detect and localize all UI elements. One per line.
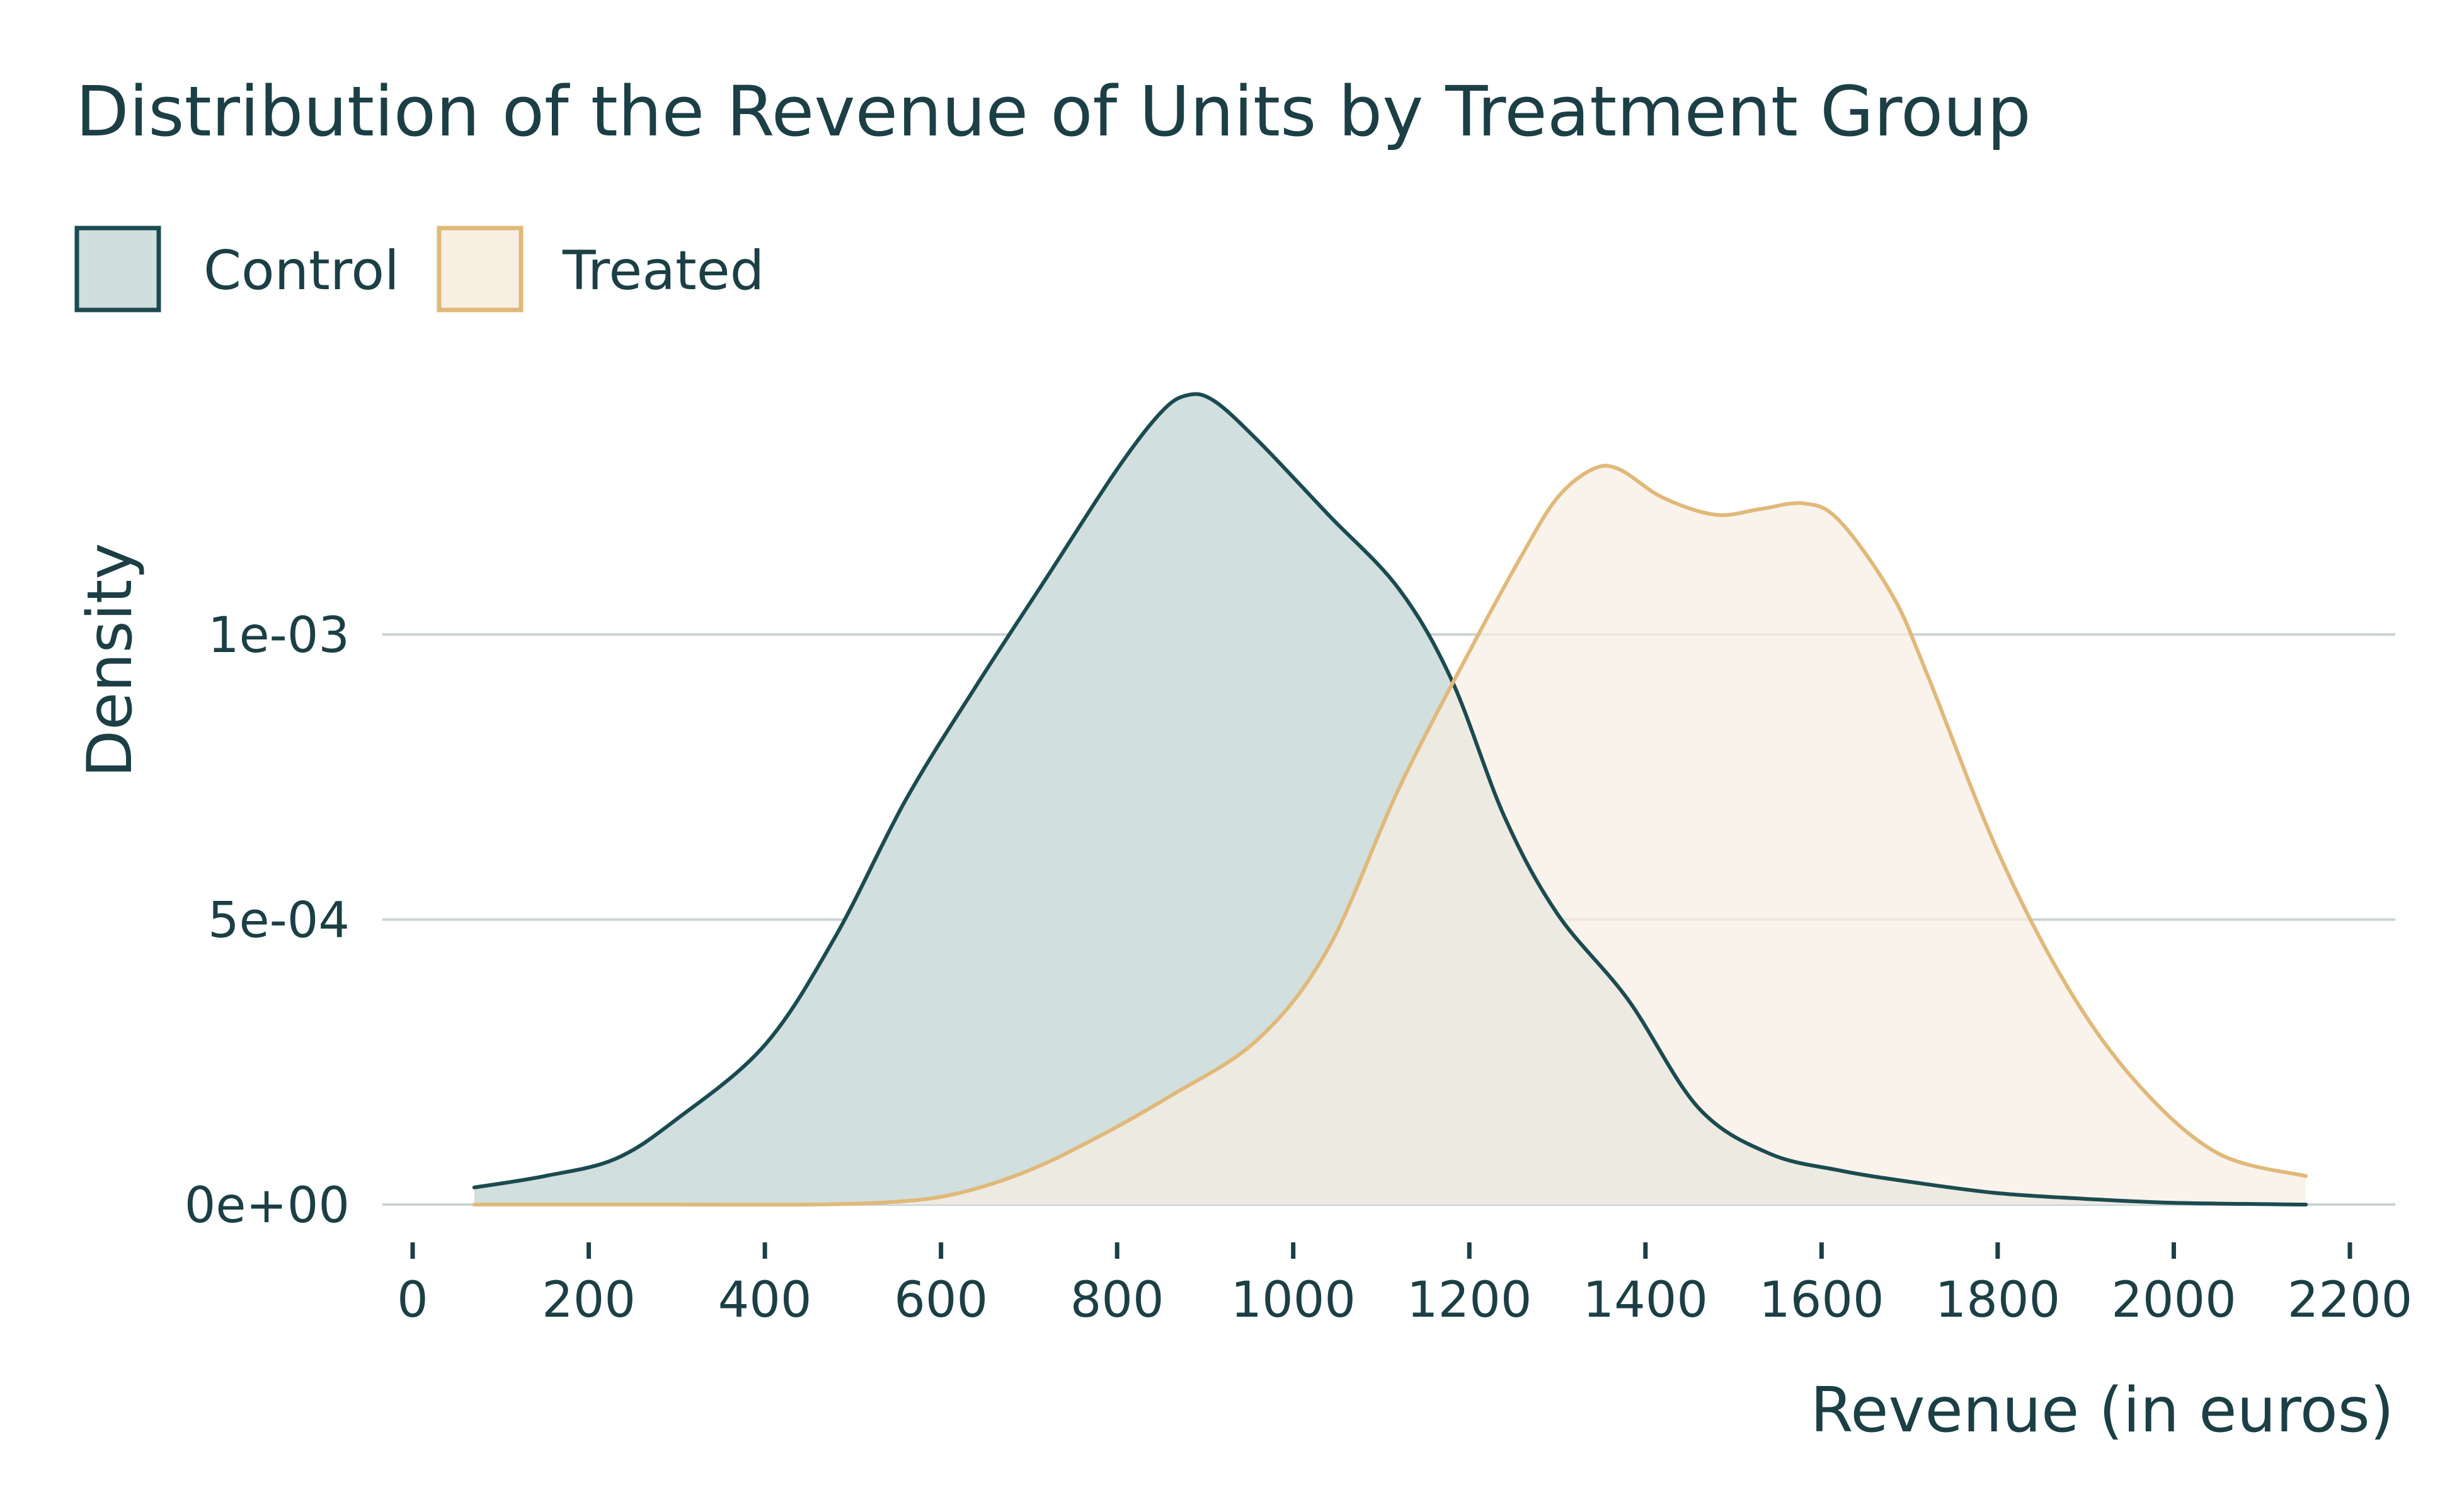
- x-tick-label-1400: 1400: [1583, 1272, 1709, 1329]
- y-tick-label-1: 5e-04: [208, 893, 350, 949]
- series-area-control: [474, 394, 2306, 1205]
- y-axis: 0e+00 5e-04 1e-03: [185, 607, 350, 1234]
- x-tick-label-800: 800: [1070, 1272, 1164, 1329]
- x-tick-label-1600: 1600: [1759, 1272, 1884, 1329]
- y-tick-label-0: 0e+00: [185, 1177, 350, 1234]
- legend-swatch-control: [74, 226, 161, 312]
- x-tick-label-1000: 1000: [1230, 1272, 1356, 1329]
- series-layer: [472, 392, 2308, 1207]
- x-tick-label-400: 400: [718, 1272, 812, 1329]
- x-tick-label-600: 600: [894, 1272, 988, 1329]
- y-tick-label-2: 1e-03: [208, 607, 350, 664]
- legend-item-treated: Treated: [437, 226, 764, 312]
- legend: Control Treated: [74, 226, 764, 312]
- x-axis: 0 200 400 600 800 1000 1200 1400 1600 1800 2000 220…: [397, 1242, 2412, 1329]
- x-tick-label-1200: 1200: [1407, 1272, 1532, 1329]
- series-line-control: [472, 392, 2308, 1206]
- legend-swatch-treated: [437, 226, 524, 312]
- x-tick-label-200: 200: [542, 1272, 636, 1329]
- legend-label-control: Control: [203, 239, 399, 302]
- series-area-treated: [474, 466, 2306, 1205]
- y-axis-title: Density: [74, 543, 146, 778]
- series-line-treated: [472, 464, 2308, 1207]
- x-tick-label-0: 0: [397, 1272, 428, 1329]
- chart-title: Distribution of the Revenue of Units by …: [76, 71, 2031, 152]
- x-tick-label-2200: 2200: [2288, 1272, 2413, 1329]
- x-tick-label-2000: 2000: [2111, 1272, 2236, 1329]
- legend-label-treated: Treated: [562, 239, 764, 302]
- legend-item-control: Control: [74, 226, 399, 312]
- x-tick-label-1800: 1800: [1935, 1272, 2061, 1329]
- x-axis-title: Revenue (in euros): [1811, 1375, 2394, 1446]
